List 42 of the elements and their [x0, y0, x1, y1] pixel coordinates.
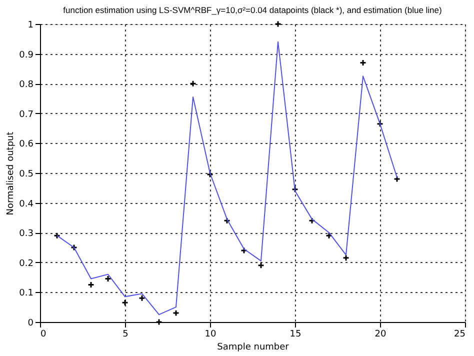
- point: [274, 20, 282, 28]
- point: [326, 232, 332, 240]
- point: [394, 175, 400, 182]
- x-tick-label: 5: [122, 330, 128, 340]
- point: [360, 59, 366, 66]
- y-tick-label: 0.7: [19, 110, 34, 120]
- point: [122, 299, 128, 306]
- point: [376, 120, 384, 128]
- point: [70, 244, 78, 251]
- chart-title: function estimation using LS-SVM^RBF_γ=10,σ²=0.04 datapoints (black *), and estimation (blue line): [63, 4, 442, 15]
- point: [54, 232, 60, 240]
- x-tick-label: 15: [290, 330, 302, 340]
- y-tick-label: 0.2: [19, 258, 34, 269]
- y-tick-label: 0.3: [19, 229, 34, 240]
- point: [206, 171, 214, 178]
- y-tick-label: 0.1: [19, 288, 34, 299]
- y-tick-label: 1: [28, 20, 34, 30]
- point: [342, 254, 350, 262]
- point: [138, 294, 146, 302]
- point: [172, 310, 180, 317]
- point: [156, 318, 162, 326]
- y-tick-label: 0: [28, 318, 34, 328]
- point: [88, 281, 94, 288]
- y-tick-label: 0.5: [19, 170, 34, 180]
- line-series: [56, 41, 398, 316]
- point: [258, 262, 264, 269]
- x-tick-label: 0: [40, 330, 46, 340]
- point: [292, 186, 298, 193]
- y-tick-label: 0.9: [19, 50, 34, 60]
- x-tick-label: 10: [204, 330, 216, 340]
- x-axis-title: Sample number: [217, 342, 290, 352]
- x-tick-label: 25: [454, 330, 466, 340]
- point: [308, 217, 316, 224]
- y-tick-label: 0.4: [19, 199, 34, 210]
- point: [240, 246, 248, 254]
- y-tick-label: 0.6: [19, 140, 34, 150]
- x-tick-label: 20: [374, 330, 386, 340]
- y-tick-label: 0.8: [19, 80, 34, 90]
- point: [224, 217, 230, 224]
- point: [190, 80, 196, 88]
- point: [104, 275, 112, 282]
- y-axis-title: Normalised output: [6, 131, 16, 216]
